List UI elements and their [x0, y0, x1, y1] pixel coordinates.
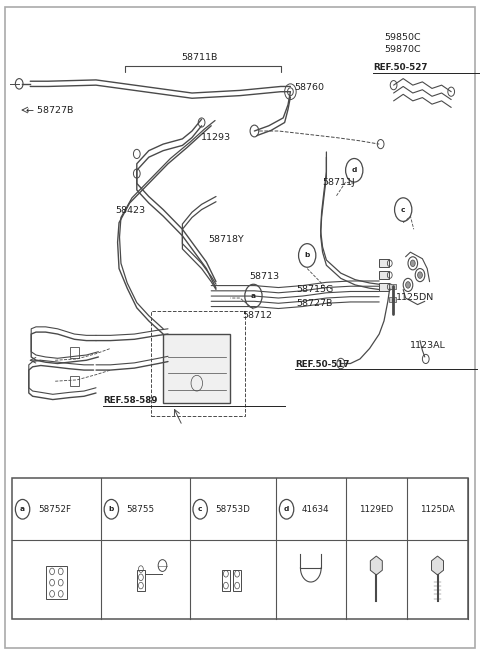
Bar [233, 571, 241, 591]
Bar [12, 478, 468, 619]
Bar [151, 311, 245, 416]
Text: 1125DA: 1125DA [420, 505, 455, 514]
Text: a: a [251, 293, 256, 299]
Text: b: b [305, 252, 310, 259]
Text: 1125DN: 1125DN [396, 293, 434, 302]
Text: 58752F: 58752F [38, 505, 71, 514]
Text: 58423: 58423 [115, 206, 145, 215]
Text: 58718Y: 58718Y [208, 234, 243, 244]
Text: 11293: 11293 [201, 133, 231, 142]
Bar [389, 284, 396, 289]
Text: 58753D: 58753D [216, 505, 251, 514]
Circle shape [406, 282, 410, 288]
Text: d: d [284, 506, 289, 512]
Text: 58711J: 58711J [323, 178, 355, 187]
Text: c: c [198, 506, 203, 512]
Text: ← 58727B: ← 58727B [26, 105, 74, 115]
Text: b: b [109, 506, 114, 512]
Bar [379, 271, 389, 279]
Bar [379, 283, 389, 291]
Text: REF.58-589: REF.58-589 [103, 396, 157, 405]
Text: 59850C: 59850C [384, 33, 420, 43]
Bar [163, 334, 230, 403]
Bar [136, 571, 145, 591]
Bar [379, 259, 389, 267]
Bar [46, 565, 67, 599]
Text: 58712: 58712 [242, 310, 272, 320]
Text: REF.50-517: REF.50-517 [295, 360, 350, 369]
Bar [222, 571, 230, 591]
Text: 58727B: 58727B [297, 299, 333, 308]
Bar [70, 347, 79, 358]
Text: d: d [351, 167, 357, 174]
Text: REF.50-527: REF.50-527 [373, 63, 428, 72]
Bar [389, 297, 396, 302]
Text: 41634: 41634 [302, 505, 330, 514]
Text: 58715G: 58715G [297, 285, 334, 294]
Text: 58711B: 58711B [181, 53, 217, 62]
Text: 58713: 58713 [250, 272, 280, 281]
Circle shape [410, 260, 415, 267]
Circle shape [418, 272, 422, 278]
Text: 1129ED: 1129ED [359, 505, 394, 514]
Text: 59870C: 59870C [384, 45, 420, 54]
Text: 58760: 58760 [295, 83, 324, 92]
Text: 58755: 58755 [127, 505, 155, 514]
Text: c: c [401, 206, 406, 213]
Bar [70, 376, 79, 386]
Text: a: a [20, 506, 25, 512]
Text: 1123AL: 1123AL [410, 341, 446, 350]
